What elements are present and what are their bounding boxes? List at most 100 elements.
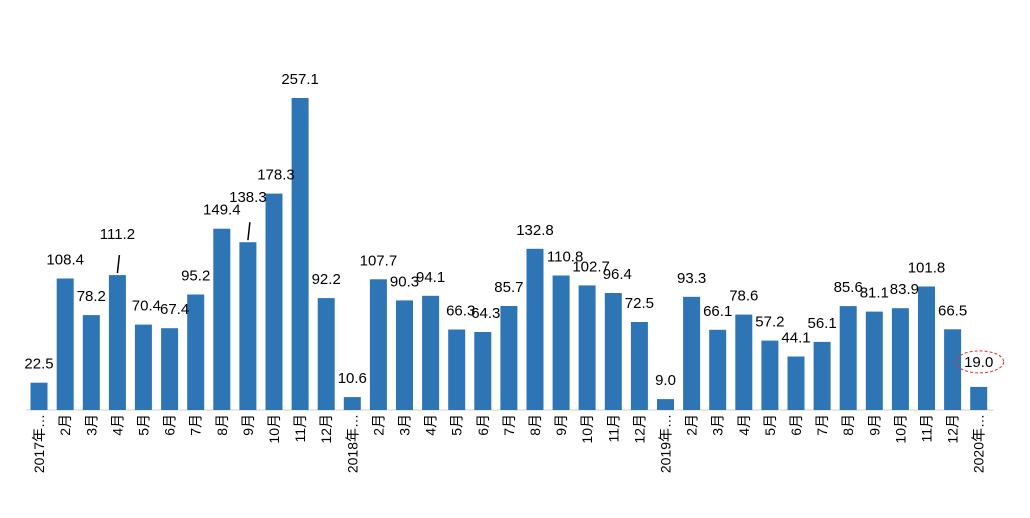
data-label: 111.2 (100, 226, 135, 243)
x-tick-label: 3月 (83, 414, 99, 436)
data-label: 257.1 (281, 71, 319, 88)
bar (134, 324, 152, 410)
bar (474, 332, 492, 410)
data-label: 94.1 (416, 269, 445, 286)
x-tick-label: 7月 (501, 414, 517, 436)
data-label: 92.2 (312, 271, 341, 288)
data-label: 66.1 (703, 303, 732, 320)
bar (396, 300, 413, 410)
data-label: 78.2 (77, 288, 106, 305)
x-tick-label: 9月 (240, 414, 256, 436)
bar (839, 306, 857, 410)
bar (56, 278, 74, 410)
bar (213, 228, 231, 410)
x-tick-label: 2月 (57, 414, 73, 436)
x-tick-label: 2020年… (971, 414, 987, 473)
x-tick-label: 8月 (214, 414, 230, 436)
bar (82, 315, 100, 410)
data-label: 102.7 (572, 258, 610, 275)
bar (970, 386, 988, 410)
x-tick-label: 8月 (840, 414, 856, 436)
x-tick-label: 7月 (814, 414, 830, 436)
data-label: 56.1 (807, 315, 836, 332)
bar (683, 296, 701, 410)
data-label: 81.1 (860, 285, 889, 302)
highlight-ellipse (955, 350, 1005, 374)
bar (422, 295, 440, 410)
x-tick-label: 2月 (370, 414, 386, 436)
bar (630, 322, 648, 410)
x-tick-label: 11月 (292, 414, 308, 443)
x-tick-label: 3月 (710, 414, 726, 436)
data-label: 57.2 (755, 314, 784, 331)
data-labels-group: 22.5 108.4 78.2 111.2 70.467.4 95.2 149.4138.3… (24, 71, 1005, 389)
bar (944, 329, 962, 410)
bar (291, 98, 309, 410)
bars-group (30, 98, 988, 410)
data-label: 107.7 (360, 252, 398, 269)
x-tick-label: 9月 (866, 414, 882, 436)
bar (761, 340, 779, 410)
bar (317, 298, 335, 410)
x-tick-label: 3月 (397, 414, 413, 436)
data-label: 132.8 (516, 222, 554, 239)
x-tick-label: 5月 (762, 414, 778, 436)
bar (657, 399, 674, 410)
x-tick-label: 2018年… (344, 414, 360, 473)
x-tick-label: 10月 (892, 414, 908, 444)
bar (918, 286, 935, 410)
bar (161, 328, 179, 410)
data-label: 78.6 (729, 288, 758, 305)
x-tick-label: 12月 (631, 414, 647, 444)
leader-line (247, 222, 251, 241)
data-label: 93.3 (677, 270, 706, 287)
bar (343, 397, 361, 410)
bar (552, 275, 570, 410)
data-label: 95.2 (181, 268, 210, 285)
bar (578, 285, 596, 410)
bar (187, 294, 205, 410)
data-label: 85.6 (834, 279, 863, 296)
bar (735, 314, 753, 410)
x-tick-label: 2月 (684, 414, 700, 436)
bar (865, 311, 883, 410)
data-label: 10.6 (338, 370, 367, 387)
bar (813, 341, 831, 410)
bar (526, 248, 544, 410)
x-tick-label: 11月 (919, 414, 935, 443)
x-tick-labels-group: 2017年… 2月 3月 4月 5月 6月 7月 8月 9月 10月 11月 12月 2018年… 2月 3… (31, 414, 987, 473)
data-label: 19.0 (964, 354, 993, 371)
x-tick-label: 2019年… (658, 414, 674, 473)
data-label: 70.4 (132, 298, 161, 315)
x-tick-label: 6月 (788, 414, 804, 436)
x-tick-label: 10月 (579, 414, 595, 444)
leader-lines-group (116, 222, 251, 274)
data-label: 66.3 (446, 303, 475, 320)
data-label: 110.8 (547, 249, 583, 266)
x-tick-label: 6月 (475, 414, 491, 436)
bar (108, 275, 126, 410)
x-tick-label: 12月 (945, 414, 961, 444)
bar (239, 242, 257, 410)
x-tick-label: 6月 (162, 414, 178, 436)
bar (604, 293, 622, 410)
x-tick-label: 10月 (266, 414, 282, 444)
data-label: 178.3 (257, 167, 295, 184)
bar (369, 279, 387, 410)
x-tick-label: 8月 (527, 414, 543, 436)
bar (500, 306, 518, 410)
x-tick-label: 4月 (736, 414, 752, 436)
x-tick-label: 7月 (188, 414, 204, 436)
x-tick-label: 5月 (135, 414, 151, 436)
x-tick-label: 4月 (423, 414, 439, 436)
data-label: 83.9 (890, 281, 919, 298)
x-tick-label: 5月 (449, 414, 465, 436)
x-tick-label: 2017年… (31, 414, 47, 473)
bar (787, 356, 805, 410)
data-label: 64.3 (471, 305, 500, 322)
x-tick-label: 11月 (605, 414, 621, 443)
data-label: 9.0 (655, 372, 676, 389)
data-label: 44.1 (781, 330, 810, 347)
x-tick-label: 4月 (109, 414, 125, 436)
